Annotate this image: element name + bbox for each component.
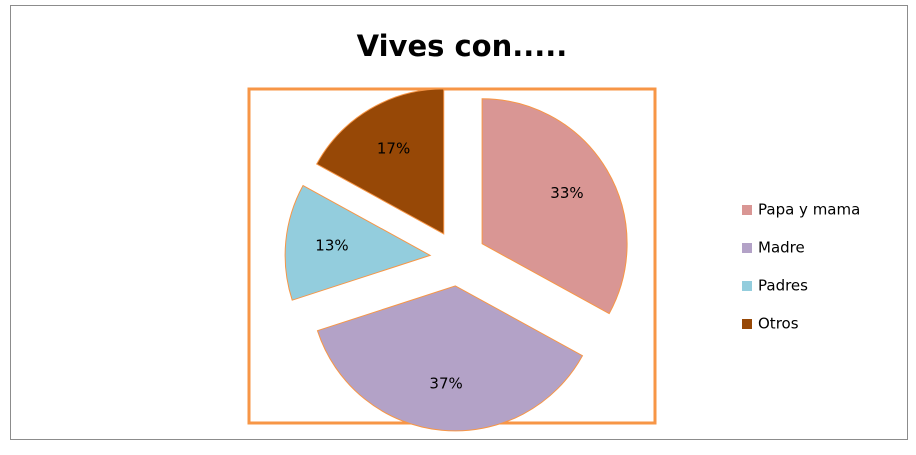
data-label: 13%: [315, 237, 348, 255]
legend-label: Papa y mama: [758, 201, 860, 219]
legend-label: Otros: [758, 315, 799, 333]
data-label: 33%: [550, 184, 583, 202]
legend-swatch: [742, 205, 752, 215]
pie-slice: [316, 285, 584, 432]
legend-swatch: [742, 243, 752, 253]
legend-swatch: [742, 319, 752, 329]
chart-title: Vives con.....: [357, 29, 568, 63]
pie-slice: [316, 88, 445, 235]
pie-slice: [284, 184, 432, 301]
pie-slice: [481, 98, 628, 315]
legend-label: Madre: [758, 239, 805, 257]
legend-label: Padres: [758, 277, 808, 295]
data-label: 37%: [429, 375, 462, 393]
data-label: 17%: [377, 140, 410, 158]
legend-swatch: [742, 281, 752, 291]
